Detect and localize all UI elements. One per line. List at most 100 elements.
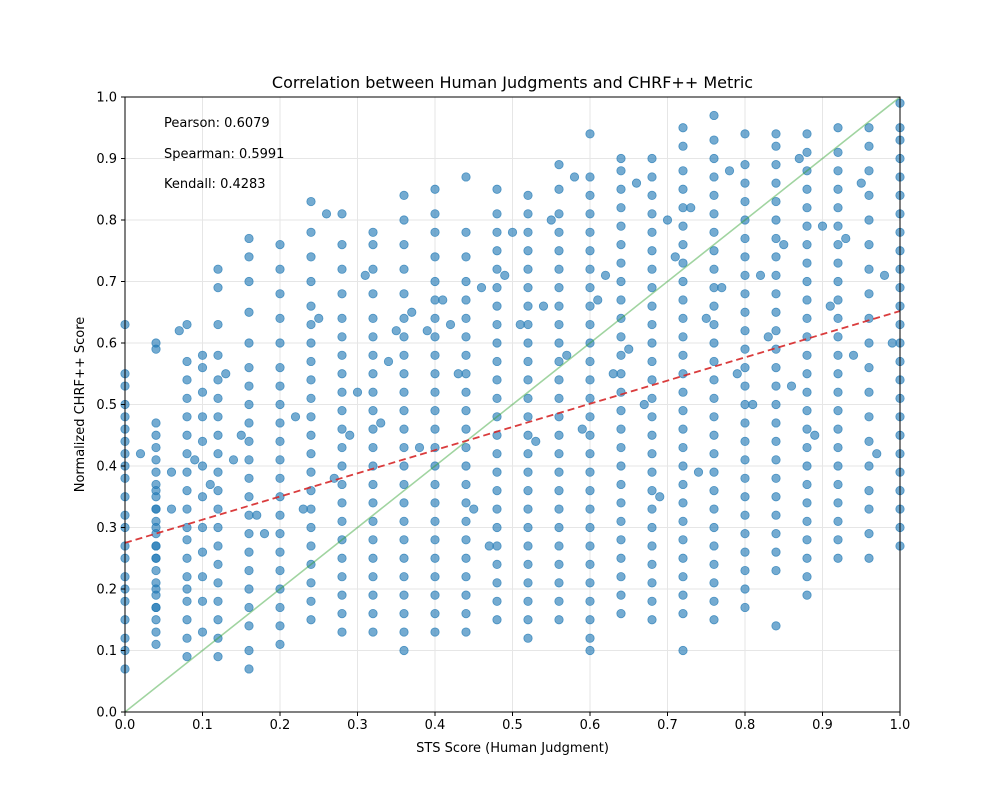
data-point bbox=[422, 326, 432, 336]
data-point bbox=[709, 504, 719, 514]
data-point bbox=[368, 332, 378, 342]
data-point bbox=[368, 461, 378, 471]
data-point bbox=[678, 203, 688, 213]
data-point bbox=[151, 418, 161, 428]
data-point bbox=[585, 541, 595, 551]
data-point bbox=[461, 442, 471, 453]
data-point bbox=[616, 350, 626, 360]
data-point bbox=[833, 461, 843, 471]
data-point bbox=[833, 147, 843, 157]
data-point bbox=[244, 602, 254, 613]
data-point bbox=[244, 418, 254, 428]
data-point bbox=[182, 504, 192, 514]
data-point bbox=[476, 283, 487, 293]
data-point bbox=[523, 541, 533, 551]
data-point bbox=[228, 455, 239, 465]
data-point bbox=[771, 547, 781, 557]
data-point bbox=[337, 406, 347, 416]
data-point bbox=[492, 184, 502, 194]
data-point bbox=[213, 449, 223, 459]
data-point bbox=[275, 240, 285, 250]
data-point bbox=[802, 572, 812, 582]
data-point bbox=[833, 498, 843, 508]
data-point bbox=[554, 319, 564, 330]
data-point bbox=[523, 301, 533, 311]
data-point bbox=[802, 535, 812, 545]
data-point bbox=[399, 424, 409, 434]
data-point bbox=[802, 387, 812, 397]
data-point bbox=[802, 258, 812, 268]
data-point bbox=[275, 381, 285, 391]
data-point bbox=[182, 319, 192, 330]
data-point bbox=[430, 479, 440, 490]
data-point bbox=[585, 190, 595, 200]
data-point bbox=[275, 264, 285, 274]
data-point bbox=[647, 449, 657, 459]
data-point bbox=[678, 479, 688, 490]
data-point bbox=[523, 375, 533, 385]
data-point bbox=[182, 467, 192, 477]
data-point bbox=[197, 627, 208, 637]
data-point bbox=[213, 430, 223, 440]
data-point bbox=[275, 418, 285, 428]
data-point bbox=[833, 166, 843, 176]
data-point bbox=[585, 227, 595, 237]
data-point bbox=[546, 215, 556, 225]
data-point bbox=[740, 307, 750, 317]
data-point bbox=[213, 467, 223, 477]
data-point bbox=[802, 203, 812, 213]
data-point bbox=[244, 645, 254, 656]
data-point bbox=[554, 522, 564, 533]
data-point bbox=[616, 608, 626, 619]
data-point bbox=[802, 184, 812, 194]
data-point bbox=[275, 602, 285, 613]
data-point bbox=[337, 553, 347, 563]
data-point bbox=[585, 172, 595, 182]
data-point bbox=[453, 369, 463, 379]
data-point bbox=[833, 240, 843, 250]
data-point bbox=[608, 369, 618, 379]
data-point bbox=[647, 319, 657, 330]
data-point bbox=[182, 375, 192, 385]
data-point bbox=[678, 461, 688, 471]
y-tick-label: 0.1 bbox=[96, 644, 117, 659]
data-point bbox=[678, 332, 688, 342]
data-point bbox=[190, 455, 200, 465]
data-point bbox=[740, 529, 750, 539]
data-point bbox=[585, 356, 595, 367]
data-point bbox=[197, 350, 208, 360]
data-point bbox=[197, 362, 208, 373]
data-point bbox=[244, 584, 254, 594]
y-tick-label: 0.6 bbox=[96, 337, 117, 352]
data-point bbox=[151, 442, 161, 453]
data-point bbox=[616, 221, 626, 231]
data-point bbox=[430, 350, 440, 360]
data-point bbox=[368, 553, 378, 563]
data-point bbox=[275, 455, 285, 465]
data-point bbox=[864, 461, 874, 471]
data-point bbox=[368, 516, 378, 526]
data-point bbox=[275, 639, 285, 649]
data-point bbox=[368, 608, 378, 619]
data-points bbox=[120, 98, 905, 674]
data-point bbox=[298, 504, 308, 514]
data-point bbox=[492, 338, 502, 348]
data-point bbox=[407, 307, 417, 317]
data-point bbox=[709, 246, 719, 256]
data-point bbox=[461, 313, 471, 323]
data-point bbox=[368, 479, 378, 490]
data-point bbox=[647, 430, 657, 440]
data-point bbox=[709, 319, 719, 330]
data-point bbox=[492, 578, 502, 588]
data-point bbox=[771, 381, 781, 391]
kendall-label: Kendall: 0.4283 bbox=[164, 177, 266, 192]
y-axis-label: Normalized CHRF++ Score bbox=[73, 317, 88, 493]
data-point bbox=[275, 436, 285, 446]
data-point bbox=[864, 240, 874, 250]
data-point bbox=[213, 633, 223, 643]
data-point bbox=[461, 535, 471, 545]
x-tick-label: 0.3 bbox=[347, 718, 368, 733]
y-tick-label: 0.9 bbox=[96, 152, 117, 167]
data-point bbox=[399, 590, 409, 600]
data-point bbox=[670, 252, 680, 262]
